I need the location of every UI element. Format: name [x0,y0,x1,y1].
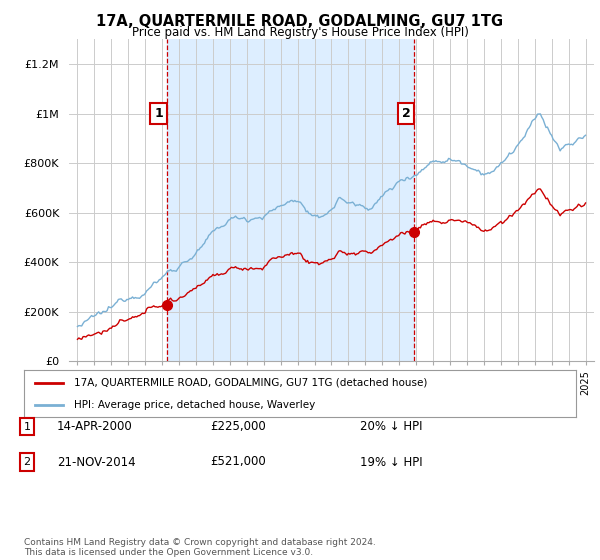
Text: 1: 1 [154,107,163,120]
Text: £225,000: £225,000 [210,420,266,433]
Text: 20% ↓ HPI: 20% ↓ HPI [360,420,422,433]
Text: Price paid vs. HM Land Registry's House Price Index (HPI): Price paid vs. HM Land Registry's House … [131,26,469,39]
Text: HPI: Average price, detached house, Waverley: HPI: Average price, detached house, Wave… [74,400,315,410]
Text: £521,000: £521,000 [210,455,266,469]
Text: 1: 1 [23,422,31,432]
Text: 19% ↓ HPI: 19% ↓ HPI [360,455,422,469]
Text: 14-APR-2000: 14-APR-2000 [57,420,133,433]
Text: 2: 2 [401,107,410,120]
Text: Contains HM Land Registry data © Crown copyright and database right 2024.
This d: Contains HM Land Registry data © Crown c… [24,538,376,557]
Bar [167,39,415,361]
Text: 2: 2 [23,457,31,467]
Text: 21-NOV-2014: 21-NOV-2014 [57,455,136,469]
Text: 17A, QUARTERMILE ROAD, GODALMING, GU7 1TG: 17A, QUARTERMILE ROAD, GODALMING, GU7 1T… [97,14,503,29]
Text: 17A, QUARTERMILE ROAD, GODALMING, GU7 1TG (detached house): 17A, QUARTERMILE ROAD, GODALMING, GU7 1T… [74,378,427,388]
